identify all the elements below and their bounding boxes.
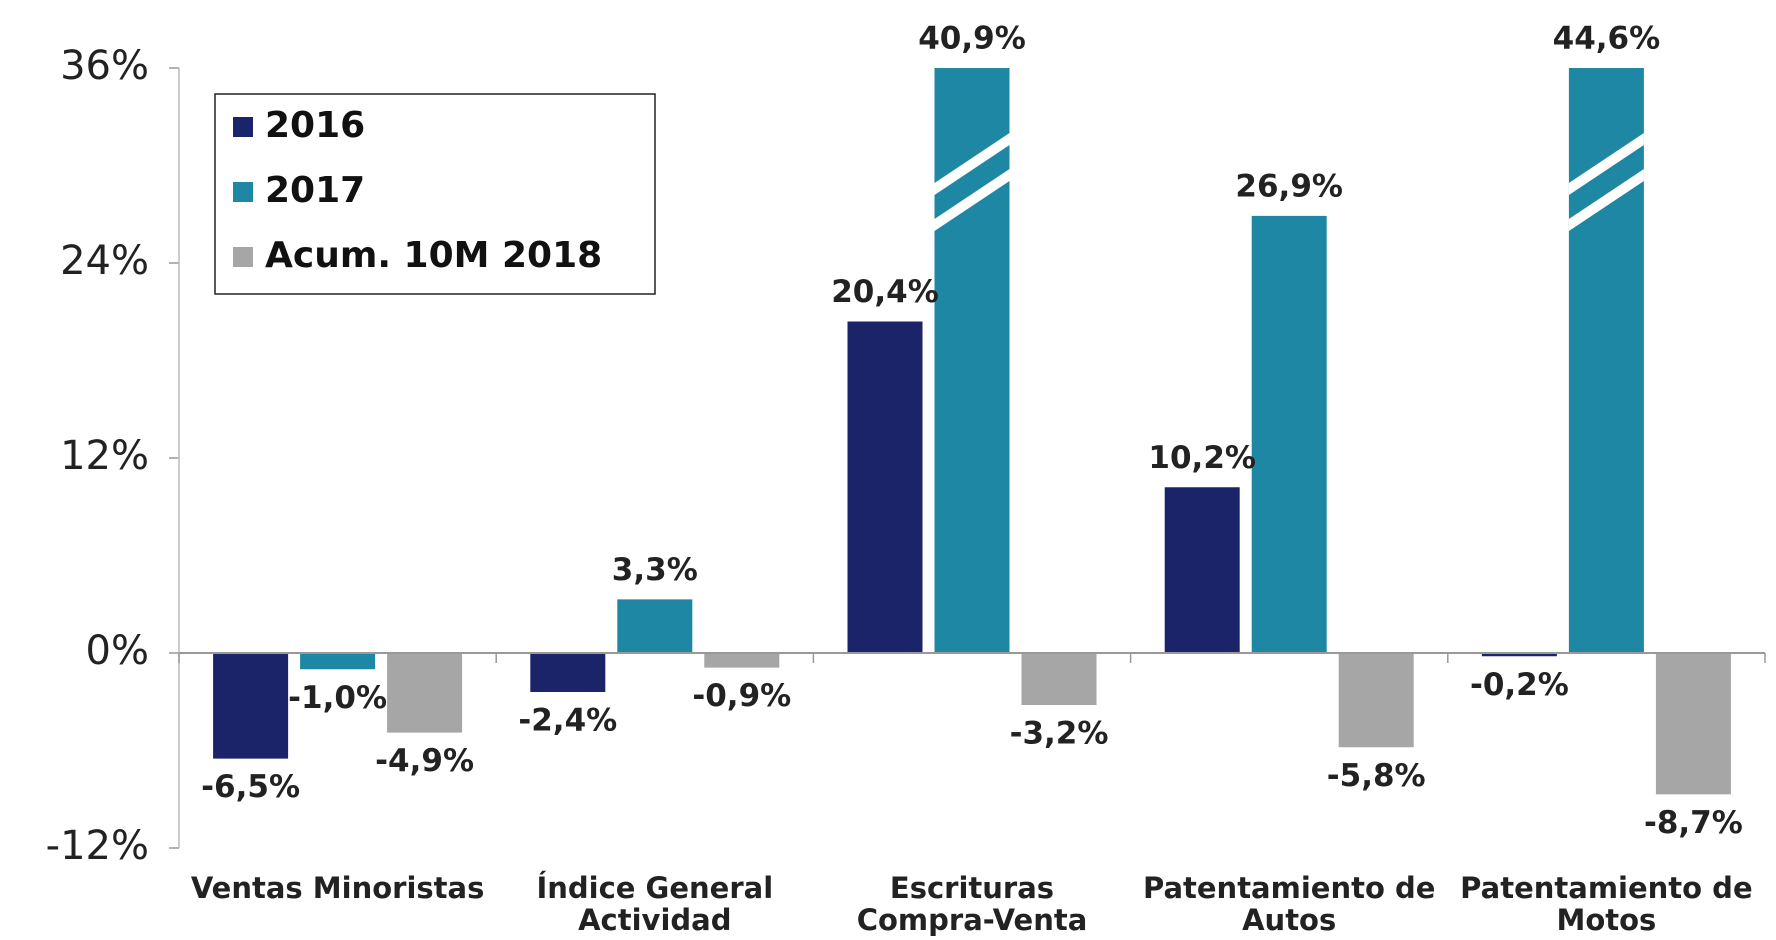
value-label: -1,0% (288, 680, 387, 716)
bar (387, 653, 463, 733)
legend-swatch (233, 247, 253, 267)
value-label: -5,8% (1327, 758, 1426, 794)
y-tick-label: -12% (46, 823, 149, 869)
value-label: -0,2% (1470, 667, 1569, 703)
y-tick-label: 36% (60, 43, 149, 89)
legend-swatch (233, 117, 253, 137)
value-label: 44,6% (1553, 21, 1661, 57)
bar (530, 653, 606, 692)
bar (213, 653, 289, 759)
x-tick-label: Patentamiento de Motos (1460, 871, 1753, 937)
axis-break (934, 169, 1010, 231)
legend-label: 2016 (265, 105, 365, 146)
value-label: 20,4% (831, 274, 939, 310)
x-tick-label: Índice General Actividad (536, 871, 774, 937)
bar (300, 653, 376, 670)
value-label: 10,2% (1148, 440, 1256, 476)
x-tick-label: Escrituras Compra-Venta (856, 871, 1088, 937)
bar (1338, 653, 1414, 748)
bar (704, 653, 780, 668)
bar (1655, 653, 1731, 795)
bar (1568, 68, 1644, 653)
bar (847, 321, 923, 653)
value-label: -2,4% (518, 703, 617, 739)
value-label: -8,7% (1644, 805, 1743, 841)
y-tick-label: 12% (60, 433, 149, 479)
bar (617, 599, 693, 653)
value-label: -0,9% (692, 678, 791, 714)
axis-break (1568, 169, 1644, 231)
value-label: 26,9% (1235, 168, 1343, 204)
bar (1021, 653, 1097, 705)
y-tick-label: 0% (86, 628, 149, 674)
bar (1164, 487, 1240, 653)
legend-label: Acum. 10M 2018 (265, 235, 602, 276)
value-label: 40,9% (918, 21, 1026, 57)
axis-break (1568, 133, 1644, 195)
legend-swatch (233, 182, 253, 202)
y-tick-label: 24% (60, 238, 149, 284)
value-label: -3,2% (1010, 716, 1109, 752)
value-label: -6,5% (201, 769, 300, 805)
legend-box (214, 93, 656, 295)
bars (213, 68, 1731, 795)
bar (934, 68, 1010, 653)
bar (1481, 653, 1557, 657)
x-tick-label: Patentamiento de Autos (1142, 871, 1436, 937)
value-label: -4,9% (375, 743, 474, 779)
x-tick-label: Ventas Minoristas (190, 871, 485, 905)
legend-label: 2017 (265, 170, 365, 211)
value-label: 3,3% (612, 552, 698, 588)
axis-break (934, 133, 1010, 195)
bar (1251, 215, 1327, 653)
